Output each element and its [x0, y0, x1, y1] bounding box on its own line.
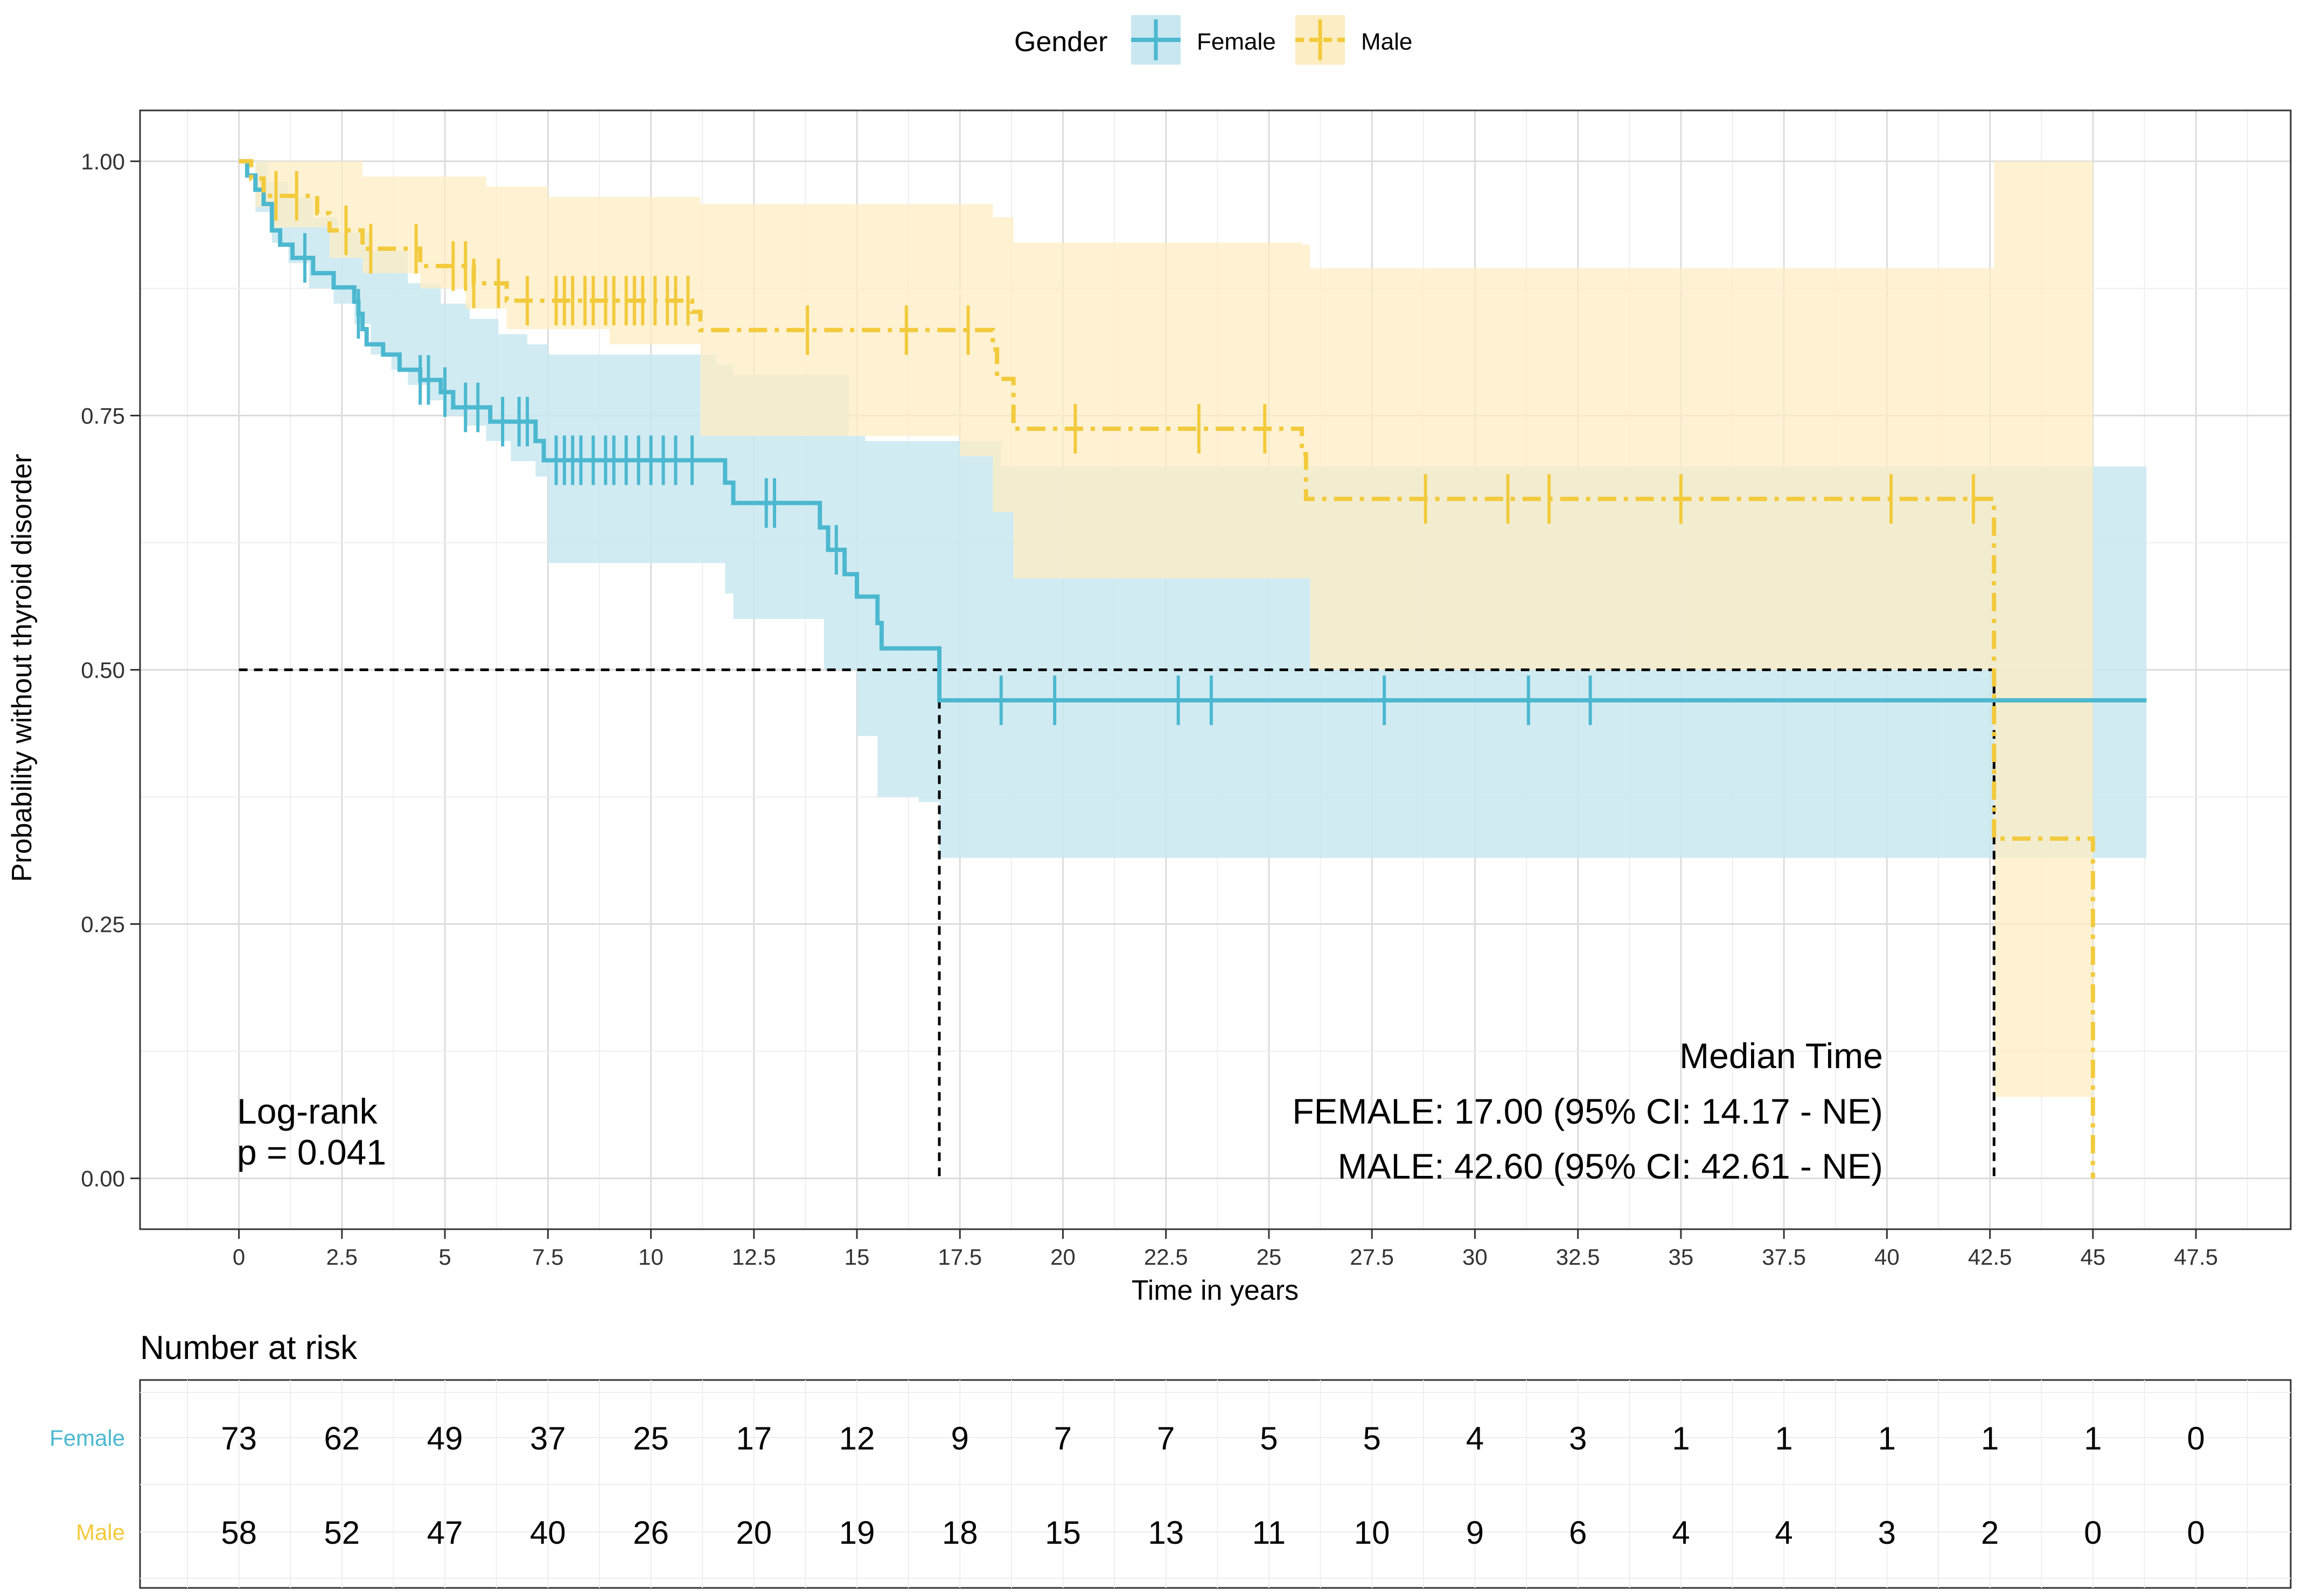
legend-male-label: Male [1361, 29, 1412, 55]
risk-value-female: 5 [1363, 1420, 1380, 1456]
risk-value-male: 13 [1148, 1515, 1184, 1551]
risk-value-male: 15 [1045, 1515, 1081, 1551]
risk-value-male: 11 [1252, 1515, 1286, 1551]
x-tick-label: 0 [233, 1244, 245, 1270]
risk-value-female: 12 [839, 1420, 875, 1456]
risk-value-male: 3 [1878, 1515, 1896, 1551]
plot-area: 0 2.5 5 7.5 10 12.5 15 17.5 20 22.5 25 27.5 30 32.5 35… [81, 109, 2292, 1270]
x-tick-label: 15 [845, 1244, 870, 1270]
risk-value-female: 3 [1569, 1420, 1587, 1456]
median-female: FEMALE: 17.00 (95% CI: 14.17 - NE) [1292, 1091, 1883, 1131]
x-tick-label: 32.5 [1556, 1244, 1600, 1270]
survival-curve-male [239, 159, 2095, 1179]
y-tick-label: 0.25 [81, 912, 125, 937]
risk-value-male: 19 [839, 1515, 875, 1551]
risk-value-male: 6 [1569, 1515, 1587, 1551]
y-axis-ticks: 0.00 0.25 0.50 0.75 1.00 [81, 149, 140, 1191]
x-tick-label: 45 [2080, 1244, 2105, 1270]
risk-row-label-male: Male [76, 1520, 125, 1545]
x-tick-label: 22.5 [1144, 1244, 1188, 1270]
x-axis-title: Time in years [1132, 1275, 1299, 1306]
x-tick-label: 12.5 [732, 1244, 776, 1270]
x-tick-label: 5 [438, 1244, 451, 1270]
risk-value-female: 73 [221, 1420, 257, 1456]
legend-female-label: Female [1197, 29, 1276, 55]
x-tick-label: 47.5 [2174, 1244, 2218, 1270]
risk-value-female: 1 [1672, 1420, 1690, 1456]
risk-values: 73 62 49 37 25 17 12 9 7 7 5 5 4 3 1 1 1 1 1 058 52 47 40 26 20 1… [221, 1420, 2205, 1551]
legend: Gender Female Male [1014, 15, 1412, 65]
risk-value-female: 49 [427, 1420, 463, 1456]
risk-value-male: 9 [1466, 1515, 1484, 1551]
y-tick-label: 0.00 [81, 1166, 125, 1191]
risk-value-female: 1 [2084, 1420, 2102, 1456]
risk-value-female: 9 [951, 1420, 969, 1456]
x-tick-label: 25 [1257, 1244, 1282, 1270]
risk-value-female: 62 [324, 1420, 360, 1456]
risk-value-male: 40 [530, 1515, 566, 1551]
x-tick-label: 7.5 [532, 1244, 563, 1270]
logrank-pvalue: p = 0.041 [237, 1132, 386, 1172]
risk-value-female: 1 [1878, 1420, 1896, 1456]
x-tick-label: 30 [1462, 1244, 1488, 1270]
x-tick-label: 35 [1669, 1244, 1694, 1270]
median-title: Median Time [1679, 1036, 1883, 1076]
x-tick-label: 40 [1874, 1244, 1900, 1270]
y-tick-label: 0.75 [81, 403, 125, 428]
risk-value-male: 18 [942, 1515, 978, 1551]
median-male: MALE: 42.60 (95% CI: 42.61 - NE) [1338, 1146, 1883, 1186]
risk-value-female: 0 [2187, 1420, 2205, 1456]
risk-value-male: 4 [1775, 1515, 1792, 1551]
risk-value-male: 52 [324, 1515, 360, 1551]
censor-marks [274, 171, 1975, 726]
x-tick-label: 2.5 [326, 1244, 358, 1270]
risk-value-male: 20 [736, 1515, 772, 1551]
median-lines [239, 668, 1996, 1179]
risk-value-female: 37 [530, 1420, 566, 1456]
risk-value-female: 7 [1157, 1420, 1175, 1456]
confidence-bands [239, 161, 2147, 1097]
risk-value-male: 2 [1981, 1515, 1999, 1551]
x-tick-label: 10 [638, 1244, 664, 1270]
risk-value-female: 1 [1775, 1420, 1792, 1456]
x-tick-label: 42.5 [1968, 1244, 2012, 1270]
x-tick-label: 27.5 [1350, 1244, 1394, 1270]
risk-value-female: 4 [1466, 1420, 1484, 1456]
risk-value-male: 26 [633, 1515, 669, 1551]
risk-value-male: 0 [2187, 1515, 2205, 1551]
risk-value-male: 47 [427, 1515, 463, 1551]
risk-table: Number at risk Female Male 73 62 49 37 25 17 1… [50, 1329, 2292, 1589]
risk-value-female: 17 [736, 1420, 772, 1456]
risk-row-label-female: Female [50, 1425, 125, 1451]
risk-value-female: 5 [1260, 1420, 1278, 1456]
risk-value-female: 7 [1054, 1420, 1072, 1456]
y-axis-title: Probability without thyroid disorder [6, 454, 38, 882]
risk-value-male: 10 [1354, 1515, 1390, 1551]
risk-grid [140, 1380, 2291, 1588]
risk-value-female: 1 [1981, 1420, 1999, 1456]
x-tick-label: 37.5 [1762, 1244, 1806, 1270]
risk-table-title: Number at risk [140, 1329, 358, 1367]
ci-band-male [239, 161, 2093, 1097]
risk-value-male: 4 [1672, 1515, 1690, 1551]
y-tick-label: 0.50 [81, 658, 125, 683]
logrank-label: Log-rank [237, 1091, 378, 1131]
risk-value-female: 25 [633, 1420, 669, 1456]
y-tick-label: 1.00 [81, 149, 125, 174]
risk-value-male: 0 [2084, 1515, 2102, 1551]
x-tick-label: 20 [1050, 1244, 1076, 1270]
x-axis-ticks: 0 2.5 5 7.5 10 12.5 15 17.5 20 22.5 25 27.5 30 32.5 35… [233, 1229, 2218, 1270]
risk-value-male: 58 [221, 1515, 257, 1551]
legend-title: Gender [1014, 26, 1107, 58]
x-tick-label: 17.5 [938, 1244, 982, 1270]
